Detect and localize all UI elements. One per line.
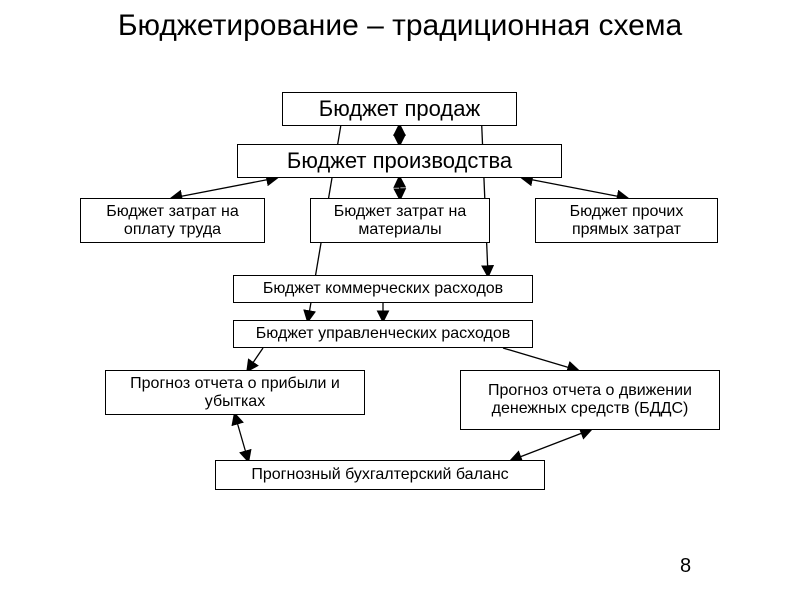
node-commercial: Бюджет коммерческих расходов — [233, 275, 533, 303]
node-sales: Бюджет продаж — [282, 92, 517, 126]
page-number: 8 — [680, 555, 691, 578]
node-materials: Бюджет затрат на материалы — [310, 198, 490, 243]
diagram-title: Бюджетирование – традиционная схема — [0, 8, 800, 44]
edge-cashflow-balance — [512, 430, 590, 460]
node-balance: Прогнозный бухгалтерский баланс — [215, 460, 545, 490]
node-labor: Бюджет затрат на оплату труда — [80, 198, 265, 243]
node-other: Бюджет прочих прямых затрат — [535, 198, 718, 243]
edge-pnl-balance — [235, 415, 248, 460]
node-pnl: Прогноз отчета о прибыли и убытках — [105, 370, 365, 415]
node-admin: Бюджет управленческих расходов — [233, 320, 533, 348]
edge-admin-cashflow — [503, 348, 577, 370]
edge-admin-pnl — [248, 348, 263, 370]
edge-production-materials — [400, 178, 401, 198]
node-cashflow: Прогноз отчета о движении денежных средс… — [460, 370, 720, 430]
edge-production-other — [523, 178, 627, 198]
node-production: Бюджет производства — [237, 144, 562, 178]
edge-production-labor — [173, 178, 277, 198]
